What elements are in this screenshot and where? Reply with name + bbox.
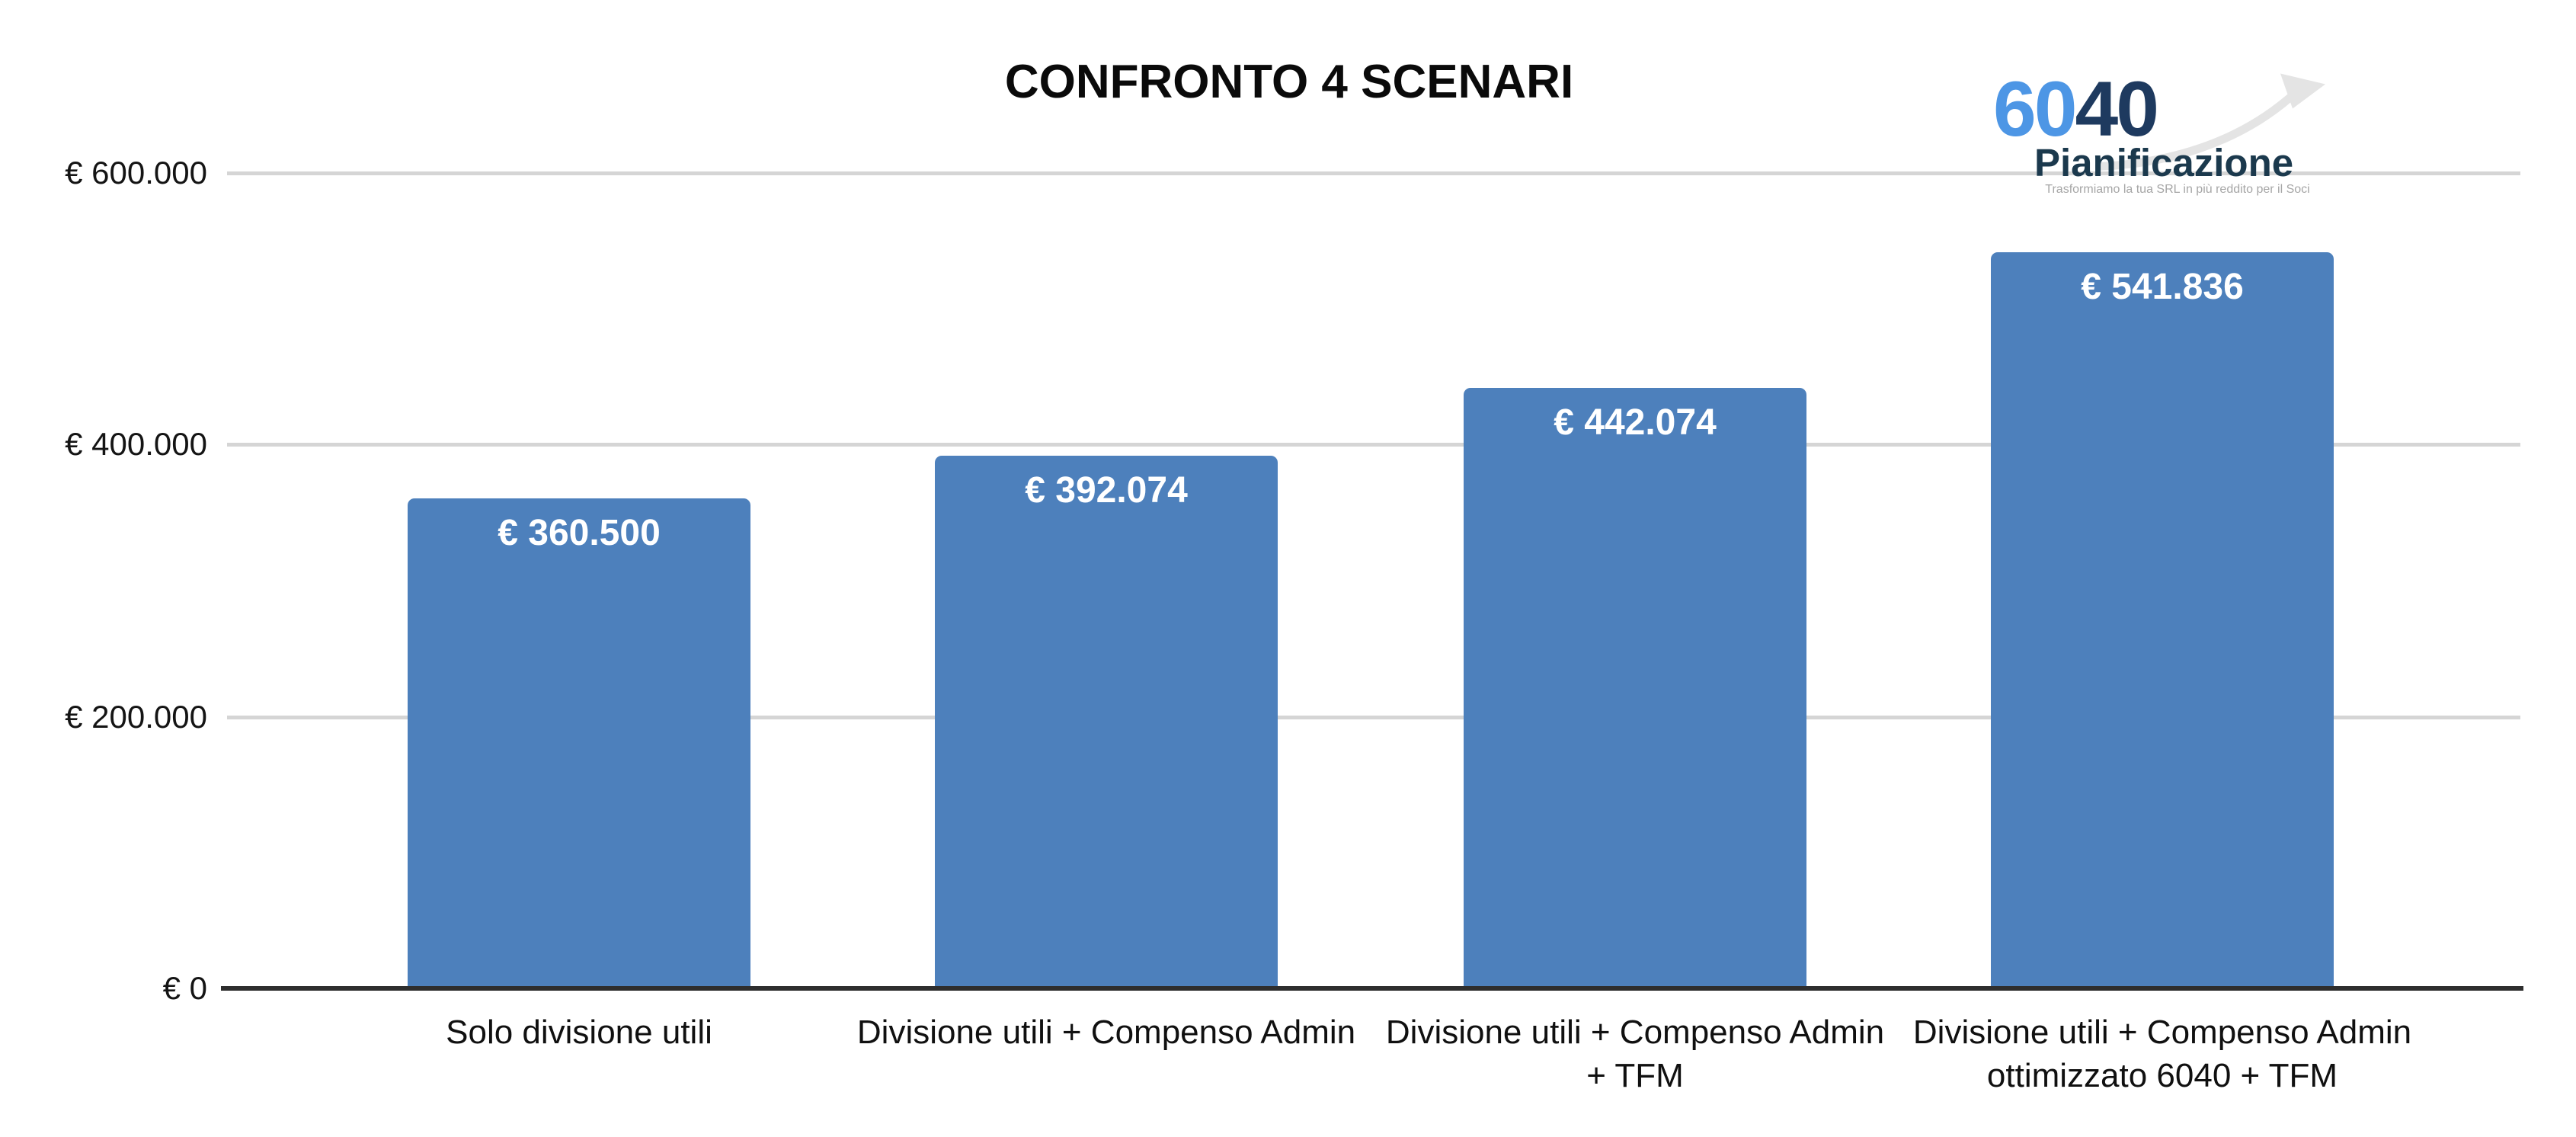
- logo-name: Pianificazione: [2034, 141, 2294, 184]
- bar-value-label: € 442.074: [1554, 402, 1717, 443]
- bar-value-label: € 392.074: [1025, 470, 1188, 511]
- logo-number-40: 40: [2075, 66, 2158, 152]
- gridline-600k: [227, 171, 2520, 175]
- category-label: Divisione utili + Compenso Admin ottimiz…: [1873, 1010, 2452, 1097]
- category-line-2: + TFM: [1586, 1057, 1684, 1094]
- gridline-400k: [227, 443, 2520, 447]
- y-tick-600k: € 600.000: [65, 155, 207, 191]
- bar-value-label: € 360.500: [498, 513, 661, 553]
- bar: € 392.074: [935, 456, 1278, 988]
- bar: € 442.074: [1464, 388, 1806, 988]
- logo-number-60: 60: [1993, 66, 2077, 152]
- category-line-1: Divisione utili + Compenso Admin: [1385, 1014, 1885, 1051]
- growth-arrow-icon: [2095, 73, 2325, 171]
- logo-numbers: 6040: [1993, 70, 2159, 148]
- y-tick-0: € 0: [162, 970, 207, 1006]
- logo-tagline: Trasformiamo la tua SRL in più reddito p…: [2045, 183, 2310, 196]
- bar-value-label: € 541.836: [2081, 267, 2244, 307]
- bar: € 541.836: [1991, 252, 2334, 988]
- category-label: Solo divisione utili: [290, 1010, 869, 1054]
- gridline-200k: [227, 716, 2520, 719]
- chart-title: CONFRONTO 4 SCENARI: [1004, 56, 1574, 108]
- y-tick-400k: € 400.000: [65, 426, 207, 462]
- y-tick-200k: € 200.000: [65, 699, 207, 735]
- category-label: Divisione utili + Compenso Admin + TFM: [1346, 1010, 1925, 1097]
- category-line-1: Solo divisione utili: [446, 1014, 712, 1051]
- category-line-1: Divisione utili + Compenso Admin: [856, 1014, 1356, 1051]
- category-label: Divisione utili + Compenso Admin: [817, 1010, 1396, 1054]
- x-axis-line: [221, 986, 2523, 991]
- category-line-2: ottimizzato 6040 + TFM: [1986, 1057, 2338, 1094]
- logo-6040-pianificazione: 6040 Pianificazione Trasformiamo la tua …: [1950, 46, 2560, 213]
- category-line-1: Divisione utili + Compenso Admin: [1912, 1014, 2412, 1051]
- bar: € 360.500: [408, 498, 750, 988]
